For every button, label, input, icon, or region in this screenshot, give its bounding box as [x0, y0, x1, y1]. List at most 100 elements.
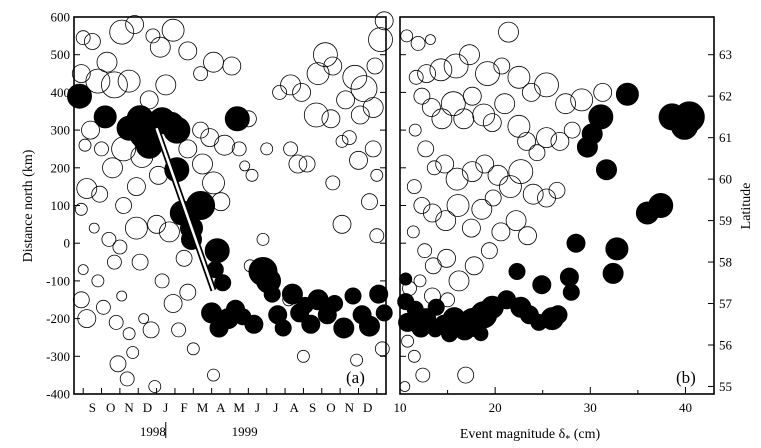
open-event-circle [192, 153, 213, 175]
filled-event-circle [93, 105, 117, 129]
latitude-tick-label: 62 [719, 89, 732, 104]
open-event-circle [364, 140, 382, 158]
month-tick-label: J [163, 400, 168, 415]
filled-event-circle [301, 314, 321, 334]
open-event-circle [77, 309, 97, 329]
filled-event-circle [671, 112, 698, 140]
panel-a-marks [67, 11, 394, 393]
open-event-circle [306, 62, 330, 85]
open-event-circle [72, 291, 90, 309]
panel-b-ticks: 55 56 57 58 59 60 61 62 63 10 20 30 40 [394, 16, 733, 415]
open-event-circle [475, 154, 495, 174]
open-event-circle [424, 257, 442, 275]
magnitude-tick-label: 10 [394, 400, 407, 415]
filled-event-circle [214, 274, 232, 292]
open-event-circle [76, 178, 98, 199]
open-event-circle [507, 65, 531, 89]
open-event-circle [494, 93, 516, 115]
open-event-circle [303, 102, 329, 128]
panel-b: 55 56 57 58 59 60 61 62 63 10 20 30 40 Event magnitu… [394, 16, 754, 445]
open-event-circle [453, 108, 475, 130]
open-event-circle [445, 167, 469, 191]
y-tick-label: 500 [51, 47, 71, 62]
open-event-circle [413, 274, 427, 288]
open-event-circle [117, 69, 141, 93]
open-event-circle [417, 140, 435, 158]
open-event-circle [119, 371, 135, 387]
latitude-tick-label: 57 [719, 296, 733, 311]
open-event-circle [96, 51, 118, 73]
y-tick-label: 400 [51, 85, 71, 100]
open-event-circle [593, 83, 613, 102]
open-event-circle [370, 168, 384, 182]
open-event-circle [536, 127, 557, 149]
filled-event-circle [562, 283, 580, 301]
open-event-circle [88, 222, 100, 234]
open-event-circle [96, 299, 111, 315]
open-event-circle [341, 130, 357, 146]
filled-event-circle [274, 319, 292, 337]
panel-b-marks [397, 21, 705, 392]
open-event-circle [115, 197, 132, 214]
filled-event-circle [333, 317, 355, 339]
open-event-circle [200, 128, 220, 148]
open-event-circle [422, 203, 442, 223]
open-event-circle [178, 41, 198, 61]
open-event-circle [517, 131, 536, 151]
latitude-tick-label: 55 [719, 379, 732, 394]
open-event-circle [85, 68, 111, 94]
open-event-circle [401, 334, 415, 348]
filled-event-circle [375, 304, 393, 322]
open-event-circle [179, 283, 197, 301]
open-event-circle [350, 75, 378, 102]
open-event-circle [91, 274, 105, 288]
open-event-circle [272, 85, 288, 100]
filled-event-circle [566, 233, 586, 253]
open-event-circle [415, 367, 431, 383]
open-event-circle [475, 61, 500, 86]
open-event-circle [431, 108, 453, 130]
month-tick-label: A [216, 400, 226, 415]
open-event-circle [407, 349, 421, 363]
open-event-circle [448, 270, 470, 292]
latitude-tick-label: 56 [719, 337, 733, 352]
filled-event-circle [369, 284, 389, 304]
latitude-tick-label: 61 [719, 130, 732, 145]
y-tick-label: -400 [46, 387, 70, 402]
latitude-tick-label: 58 [719, 255, 732, 270]
panel-b-ylabel-right: Latitude [739, 183, 754, 230]
open-event-circle [462, 86, 482, 106]
month-tick-label: F [181, 400, 188, 415]
filled-event-circle [559, 267, 579, 287]
open-event-circle [77, 264, 89, 276]
open-event-circle [374, 11, 394, 31]
open-event-circle [81, 120, 100, 140]
filled-event-circle [596, 159, 617, 181]
y-tick-label: -100 [46, 273, 70, 288]
month-tick-label: A [290, 400, 300, 415]
open-event-circle [487, 164, 509, 186]
open-event-circle [155, 74, 177, 96]
filled-event-circle [605, 237, 629, 261]
open-event-circle [406, 179, 422, 195]
panel-a-label: (a) [346, 368, 365, 387]
month-tick-label: S [89, 400, 96, 415]
y-tick-label: 0 [64, 236, 71, 251]
magnitude-tick-label: 20 [489, 400, 502, 415]
open-event-circle [505, 210, 527, 232]
open-event-circle [349, 150, 368, 170]
latitude-tick-label: 59 [719, 213, 732, 228]
open-event-circle [84, 33, 101, 50]
open-event-circle [366, 57, 384, 75]
filled-event-circle [359, 315, 380, 337]
open-event-circle [222, 56, 242, 76]
open-event-circle [332, 214, 352, 234]
filled-event-circle [473, 326, 489, 342]
open-event-circle [102, 157, 123, 179]
open-event-circle [71, 64, 91, 83]
open-event-circle [296, 349, 310, 363]
open-event-circle [437, 248, 457, 268]
open-event-circle [426, 160, 442, 176]
month-tick-label: S [309, 400, 316, 415]
open-event-circle [298, 155, 316, 173]
